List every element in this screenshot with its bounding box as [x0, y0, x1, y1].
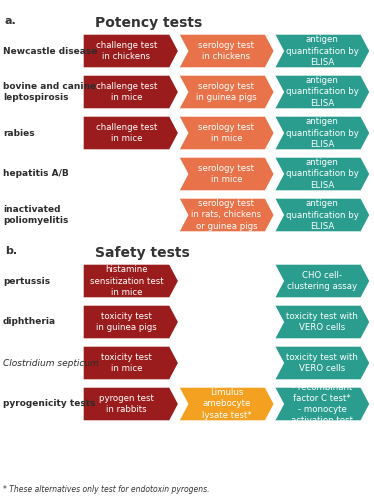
Polygon shape	[83, 34, 179, 68]
Text: serology test
in mice: serology test in mice	[199, 123, 254, 143]
Text: antigen
quantification by
ELISA: antigen quantification by ELISA	[286, 36, 359, 66]
Text: toxicity test with
VERO cells: toxicity test with VERO cells	[286, 353, 358, 373]
Text: serology test
in chickens: serology test in chickens	[199, 41, 254, 61]
Polygon shape	[275, 157, 370, 191]
Polygon shape	[83, 75, 179, 109]
Text: Newcastle disease: Newcastle disease	[3, 46, 97, 56]
Text: pyrogenicity tests: pyrogenicity tests	[3, 400, 95, 408]
Text: serology test
in rats, chickens
or guinea pigs: serology test in rats, chickens or guine…	[191, 200, 261, 230]
Text: diphtheria: diphtheria	[3, 318, 56, 326]
Text: serology test
in guinea pigs: serology test in guinea pigs	[196, 82, 257, 102]
Polygon shape	[275, 198, 370, 232]
Text: pertussis: pertussis	[3, 276, 50, 285]
Text: toxicity test with
VERO cells: toxicity test with VERO cells	[286, 312, 358, 332]
Polygon shape	[275, 75, 370, 109]
Text: antigen
quantification by
ELISA: antigen quantification by ELISA	[286, 158, 359, 190]
Text: serology test
in mice: serology test in mice	[199, 164, 254, 184]
Polygon shape	[179, 157, 275, 191]
Polygon shape	[179, 75, 275, 109]
Text: * These alternatives only test for endotoxin pyrogens.: * These alternatives only test for endot…	[3, 485, 209, 494]
Text: Safety tests: Safety tests	[95, 246, 190, 260]
Text: - recombinant
factor C test*
- monocyte
activation test: - recombinant factor C test* - monocyte …	[291, 383, 353, 425]
Polygon shape	[83, 346, 179, 380]
Polygon shape	[179, 116, 275, 150]
Polygon shape	[83, 387, 179, 421]
Text: hepatitis A/B: hepatitis A/B	[3, 170, 69, 178]
Text: toxicity test
in guinea pigs: toxicity test in guinea pigs	[96, 312, 157, 332]
Text: Limulus
amebocyte
lysate test*: Limulus amebocyte lysate test*	[202, 388, 251, 420]
Text: pyrogen test
in rabbits: pyrogen test in rabbits	[99, 394, 154, 414]
Text: antigen
quantification by
ELISA: antigen quantification by ELISA	[286, 76, 359, 108]
Text: challenge test
in mice: challenge test in mice	[96, 82, 157, 102]
Text: histamine
sensitization test
in mice: histamine sensitization test in mice	[89, 266, 163, 296]
Polygon shape	[83, 305, 179, 339]
Polygon shape	[275, 116, 370, 150]
Text: b.: b.	[5, 246, 17, 256]
Text: antigen
quantification by
ELISA: antigen quantification by ELISA	[286, 118, 359, 148]
Polygon shape	[179, 387, 275, 421]
Text: antigen
quantification by
ELISA: antigen quantification by ELISA	[286, 200, 359, 230]
Text: challenge test
in mice: challenge test in mice	[96, 123, 157, 143]
Polygon shape	[83, 116, 179, 150]
Polygon shape	[275, 346, 370, 380]
Text: rabies: rabies	[3, 128, 35, 138]
Polygon shape	[275, 264, 370, 298]
Text: Potency tests: Potency tests	[95, 16, 202, 30]
Polygon shape	[179, 34, 275, 68]
Text: Clostridium septicum: Clostridium septicum	[3, 358, 99, 368]
Text: CHO cell-
clustering assay: CHO cell- clustering assay	[287, 271, 357, 291]
Text: a.: a.	[5, 16, 17, 26]
Text: toxicity test
in mice: toxicity test in mice	[101, 353, 152, 373]
Text: inactivated
poliomyelitis: inactivated poliomyelitis	[3, 205, 68, 225]
Text: bovine and canine
leptospirosis: bovine and canine leptospirosis	[3, 82, 96, 102]
Polygon shape	[275, 305, 370, 339]
Text: challenge test
in chickens: challenge test in chickens	[96, 41, 157, 61]
Polygon shape	[275, 34, 370, 68]
Polygon shape	[83, 264, 179, 298]
Polygon shape	[179, 198, 275, 232]
Polygon shape	[275, 387, 370, 421]
